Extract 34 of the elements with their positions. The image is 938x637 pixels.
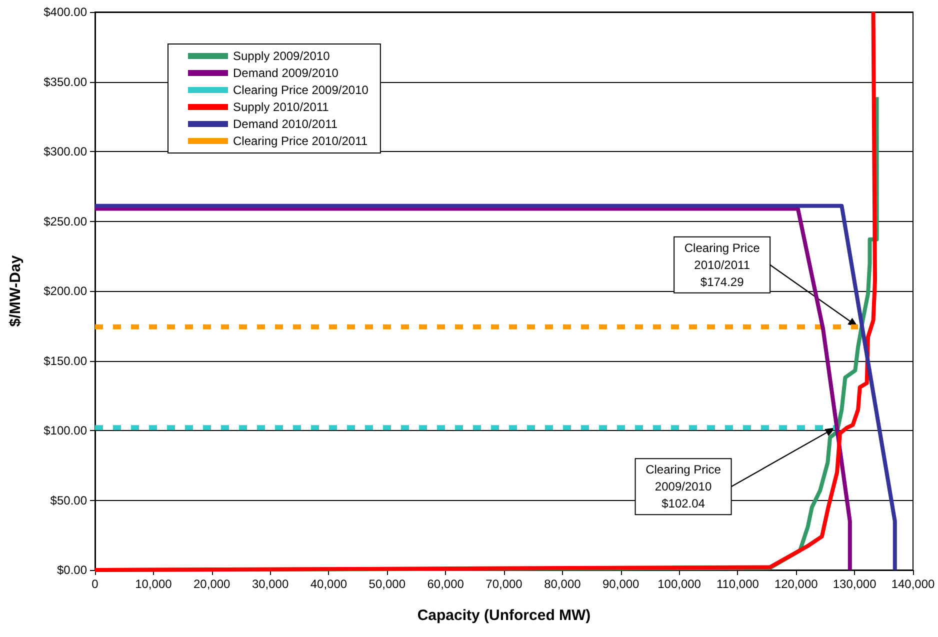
y-tick-label: $350.00 (44, 74, 88, 89)
x-tick-label: 100,000 (658, 577, 702, 591)
y-tick-label: $150.00 (44, 354, 88, 368)
annotation: Clearing Price 2009/2010 $102.04 (646, 462, 722, 511)
x-tick-label: 130,000 (832, 577, 877, 591)
legend-label: Demand 2009/2010 (233, 66, 339, 80)
x-tick-label: 50,000 (368, 577, 406, 591)
y-tick-label: $400.00 (44, 5, 88, 19)
x-tick-label: 60,000 (427, 577, 464, 591)
x-tick-label: 80,000 (544, 577, 582, 591)
y-tick-label: $0.00 (56, 563, 88, 577)
legend-label: Clearing Price 2010/2011 (233, 134, 368, 148)
y-tick-label: $50.00 (50, 493, 88, 508)
y-axis-title: $/MW-Day (7, 254, 24, 327)
legend-label: Clearing Price 2009/2010 (233, 83, 369, 97)
x-tick-label: 90,000 (602, 577, 640, 591)
x-axis-title: Capacity (Unforced MW) (417, 607, 591, 624)
legend-label: Demand 2010/2011 (233, 117, 338, 131)
y-tick-label: $300.00 (44, 144, 88, 158)
x-tick-label: 0 (92, 577, 99, 591)
x-tick-label: 40,000 (310, 577, 348, 591)
y-tick-label: $100.00 (44, 424, 88, 438)
x-tick-label: 30,000 (252, 577, 289, 591)
x-tick-label: 20,000 (194, 577, 231, 591)
x-tick-label: 10,000 (135, 577, 172, 591)
legend-label: Supply 2010/2011 (233, 100, 330, 114)
y-tick-label: $250.00 (44, 214, 88, 228)
x-tick-label: 70,000 (486, 577, 523, 591)
y-tick-label: $200.00 (44, 284, 88, 298)
x-tick-label: 110,000 (716, 577, 760, 591)
x-tick-label: 140,000 (891, 577, 936, 591)
x-tick-label: 120,000 (774, 577, 818, 591)
legend-label: Supply 2009/2010 (233, 49, 330, 63)
annotation: Clearing Price 2010/2011 $174.29 (684, 240, 760, 289)
